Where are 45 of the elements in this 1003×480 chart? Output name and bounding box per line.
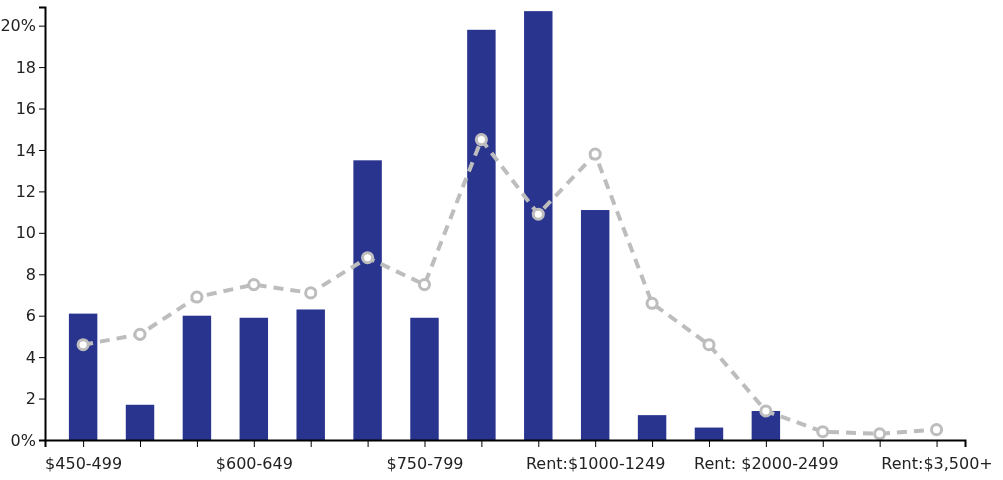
bar [68,313,98,440]
y-tick-label: 8 [25,264,36,284]
point [759,404,773,418]
y-tick-label: 20% [0,16,36,36]
bar [580,210,610,440]
x-tick-label: $450-499 [45,454,123,474]
y-tick-label: 10 [15,223,36,243]
y-tick-label: 4 [25,347,36,367]
bar [296,309,325,440]
bar [125,404,155,440]
point [531,207,545,221]
bar [353,160,382,440]
x-tick-label: Rent:$1000-1249 [525,454,666,474]
bar [637,415,667,440]
x-tick-label: Rent:$3,500+ [881,454,993,474]
point [417,278,432,292]
point [645,296,659,310]
y-tick-label: 16 [15,99,36,119]
point [474,133,488,147]
bar [239,317,269,440]
x-tick-label: Rent: $2000-2499 [694,454,839,474]
y-tick-label: 2 [25,389,36,409]
y-tick-label: 12 [15,182,36,202]
bar [410,317,439,440]
bar [467,29,496,440]
bar [524,11,553,440]
point [702,338,716,352]
point [247,278,261,292]
x-tick-label: $750-799 [386,454,464,474]
point [588,147,602,161]
x-tick-label: $600-649 [215,454,293,474]
point [304,286,318,300]
y-tick-label: 6 [25,306,36,326]
y-tick-label: 14 [15,140,36,160]
point [190,290,204,304]
point [873,427,887,441]
point [816,425,830,439]
point [361,251,375,265]
point [76,338,90,352]
point [930,423,944,437]
point [133,327,147,341]
bar [182,315,212,440]
y-tick-label: 0% [10,430,36,450]
y-tick-label: 18 [15,57,36,77]
bar [694,427,724,440]
